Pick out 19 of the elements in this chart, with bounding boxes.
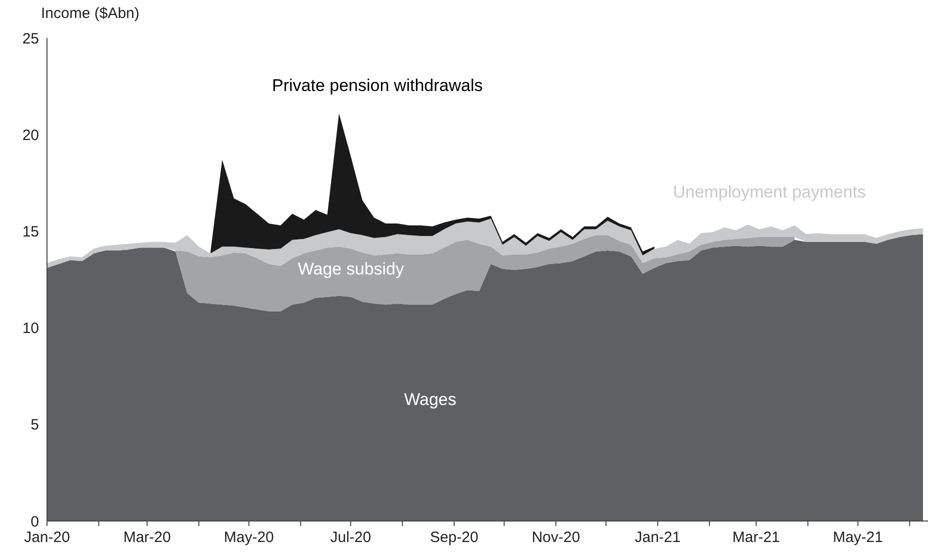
text: Private pension withdrawals	[272, 76, 483, 96]
y-tick-label: 15	[22, 223, 39, 240]
y-tick-label: 5	[30, 416, 39, 434]
y-tick-label: 0	[30, 513, 39, 530]
series-label: Wage subsidy	[298, 260, 405, 279]
x-tick-label: Sep-20	[430, 529, 478, 546]
x-tick-label: May-21	[832, 529, 883, 546]
x-tick-label: Mar-20	[123, 529, 171, 546]
x-tick-label: Jan-20	[24, 529, 70, 546]
x-tick-label: Jan-21	[634, 529, 681, 546]
series-label: Wages	[404, 390, 456, 410]
x-tick-label: Jul-20	[330, 529, 372, 546]
x-tick-label: Mar-21	[732, 529, 780, 546]
x-tick-label: Nov-20	[532, 529, 580, 546]
x-tick-label: May-20	[224, 529, 274, 546]
y-tick-label: 20	[22, 126, 39, 144]
y-tick-label: 25	[22, 30, 39, 48]
y-tick-label: 10	[22, 320, 39, 338]
y-axis-title: Income ($Abn)	[41, 5, 140, 22]
